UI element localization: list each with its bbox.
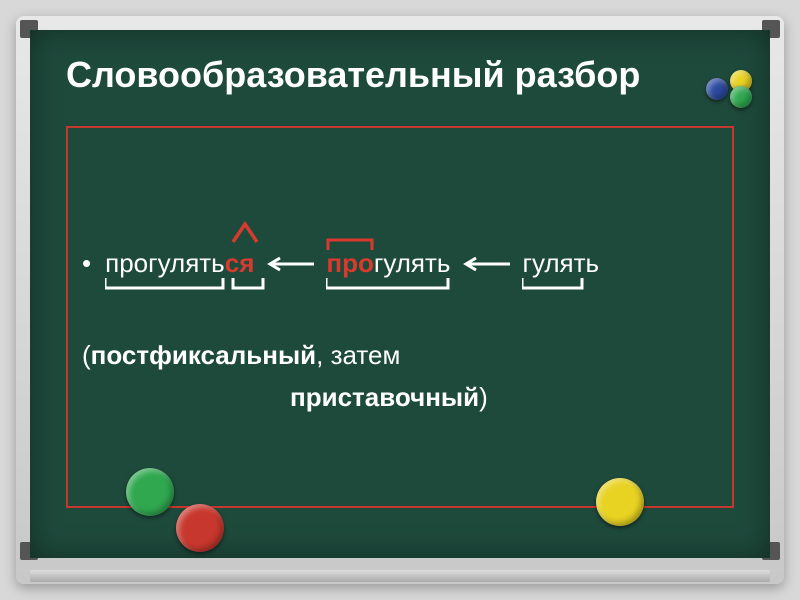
note-line-1: (постфиксальный, затем	[82, 340, 400, 371]
note-then: , затем	[316, 340, 400, 370]
content-box	[66, 126, 734, 508]
magnet-icon	[706, 78, 728, 100]
word-2: прогулять	[326, 248, 450, 279]
chalkboard-surface: Словообразовательный разбор • прогулятьс…	[30, 30, 770, 558]
under-bracket-icon	[105, 278, 275, 294]
paren-close: )	[479, 382, 488, 412]
word-2-prefix: про	[326, 248, 373, 278]
word-3-text: гулять	[522, 248, 599, 278]
magnet-icon	[126, 468, 174, 516]
postfix-caret-icon	[105, 220, 265, 246]
chalk-tray	[30, 570, 770, 582]
word-1: прогуляться	[105, 248, 254, 279]
under-bracket-icon	[522, 278, 610, 294]
note-line-2: приставочный)	[290, 382, 488, 413]
word-2-rest: гулять	[374, 248, 451, 278]
derivation-line: • прогуляться прогулять	[82, 248, 718, 279]
chalkboard-frame: Словообразовательный разбор • прогулятьс…	[16, 16, 784, 584]
paren-open: (	[82, 340, 91, 370]
magnet-icon	[176, 504, 224, 552]
word-1-stem: прогулять	[105, 248, 225, 278]
note-postfixal: постфиксальный	[91, 340, 316, 370]
word-3: гулять	[522, 248, 599, 279]
note-prefixal: приставочный	[290, 382, 479, 412]
word-1-postfix: ся	[225, 248, 255, 278]
under-bracket-icon	[326, 278, 456, 294]
magnet-icon	[596, 478, 644, 526]
arrow-left-icon	[460, 256, 512, 272]
arrow-left-icon	[264, 256, 316, 272]
slide-title: Словообразовательный разбор	[66, 54, 640, 96]
magnet-icon	[730, 86, 752, 108]
bullet-icon: •	[82, 248, 91, 279]
prefix-bracket-icon	[326, 238, 376, 252]
